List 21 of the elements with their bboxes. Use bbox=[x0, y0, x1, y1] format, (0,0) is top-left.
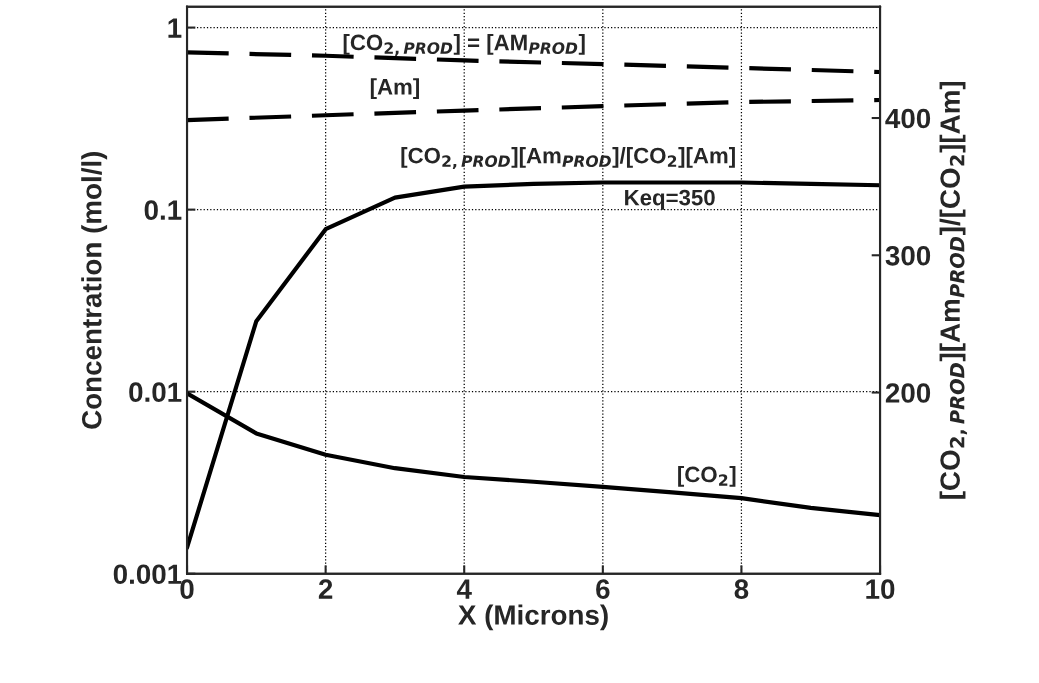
series-label: [CO$_{2,PROD}$][Am$_{PROD}$]/[CO$_{2}$][Am] bbox=[401, 147, 735, 170]
x-tick-label: 6 bbox=[596, 579, 610, 599]
y2-axis-title: [CO$_{2,PROD}$][Am$_{PROD}$]/[CO$_{2}$][Am] bbox=[939, 81, 968, 499]
x-tick-label: 0 bbox=[180, 579, 194, 599]
y2-tick-label: 200 bbox=[885, 383, 931, 403]
y2-tick-label: 300 bbox=[885, 245, 931, 266]
series-label: [CO$_{2,PROD}$] = [AM$_{PROD}$] bbox=[343, 34, 585, 56]
y-axis-title: Concentration (mol/l) bbox=[81, 151, 108, 429]
series-label: [CO$_{2}$] bbox=[678, 466, 736, 487]
y-tick-label: 0.1 bbox=[144, 200, 182, 220]
y2-tick-label: 400 bbox=[885, 108, 931, 129]
x-tick-label: 2 bbox=[318, 579, 333, 599]
x-axis-title: X (Microns) bbox=[458, 604, 608, 631]
annotation: Keq=350 bbox=[625, 189, 715, 210]
series-label: [Am] bbox=[370, 78, 419, 100]
x-tick-label: 10 bbox=[866, 579, 895, 599]
x-tick-label: 8 bbox=[734, 579, 749, 599]
y-tick-label: 1 bbox=[168, 18, 182, 38]
y-tick-label: 0.01 bbox=[129, 382, 182, 403]
y-tick-label: 0.001 bbox=[113, 564, 182, 585]
x-tick-label: 4 bbox=[456, 579, 472, 599]
